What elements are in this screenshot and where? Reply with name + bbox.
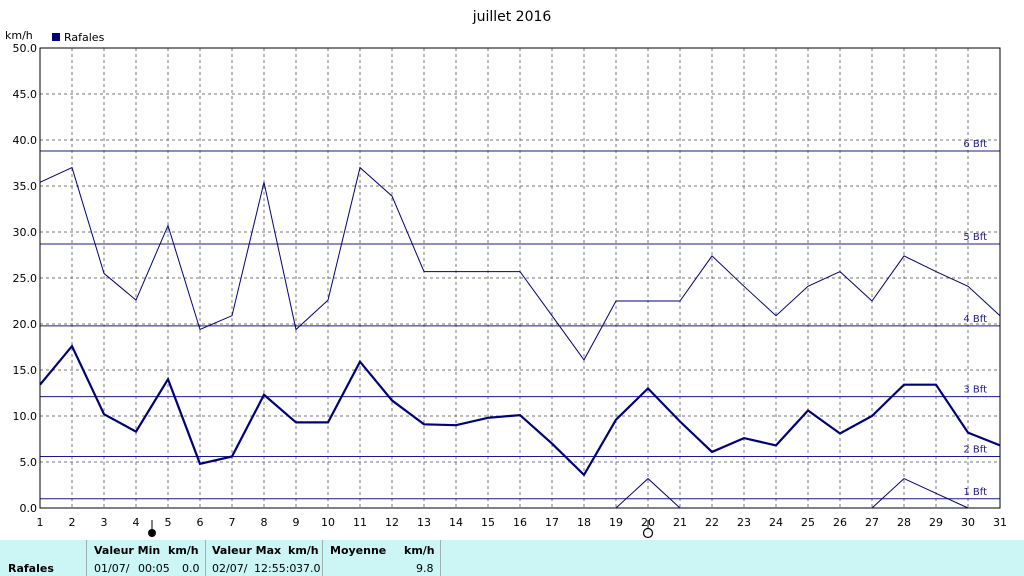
- beaufort-label: 1 Bft: [963, 487, 987, 498]
- x-tick-label: 28: [897, 516, 911, 529]
- avg-value: 9.8: [416, 562, 434, 575]
- y-tick-label: 0.0: [20, 502, 38, 515]
- x-tick-label: 12: [385, 516, 399, 529]
- x-tick-label: 5: [165, 516, 172, 529]
- beaufort-label: 2 Bft: [963, 444, 987, 455]
- y-tick-label: 45.0: [13, 88, 38, 101]
- grid-lines: [40, 48, 1000, 508]
- full-moon-icon: [642, 527, 654, 539]
- stats-divider: [322, 540, 323, 576]
- series-line-secondary: [871, 478, 969, 509]
- y-tick-label: 35.0: [13, 180, 38, 193]
- series-line-rafales: [39, 344, 1001, 477]
- max-value: 37.0: [296, 562, 321, 575]
- chart-title: juillet 2016: [472, 9, 552, 25]
- avg-unit: km/h: [404, 544, 435, 557]
- beaufort-label: 6 Bft: [963, 139, 987, 150]
- x-tick-label: 9: [293, 516, 300, 529]
- min-value: 0.0: [182, 562, 200, 575]
- x-tick-label: 23: [737, 516, 751, 529]
- x-tick-label: 3: [101, 516, 108, 529]
- y-tick-label: 50.0: [13, 42, 38, 55]
- x-tick-label: 30: [961, 516, 975, 529]
- x-tick-label: 19: [609, 516, 623, 529]
- axes: 0.0 5.0 10.0 15.0 20.0 25.0 30.0 35.0 40.0 45.0 50…: [13, 42, 1008, 529]
- x-tick-label: 29: [929, 516, 943, 529]
- moon-phase-markers: [148, 520, 654, 539]
- max-time: 12:55:0: [254, 562, 297, 575]
- series-lines: [39, 166, 1001, 509]
- x-tick-label: 15: [481, 516, 495, 529]
- beaufort-label: 3 Bft: [963, 385, 987, 396]
- avg-header: Moyenne: [330, 544, 387, 557]
- series-line-secondary: [39, 166, 1001, 361]
- y-tick-label: 25.0: [13, 272, 38, 285]
- x-tick-label: 6: [197, 516, 204, 529]
- legend-label: Rafales: [64, 31, 105, 44]
- y-tick-label: 40.0: [13, 134, 38, 147]
- stats-divider: [86, 540, 87, 576]
- max-header: Valeur Max: [212, 544, 282, 557]
- min-time: 00:05: [138, 562, 170, 575]
- x-tick-label: 25: [801, 516, 815, 529]
- x-tick-label: 4: [133, 516, 140, 529]
- x-tick-label: 18: [577, 516, 591, 529]
- x-tick-label: 7: [229, 516, 236, 529]
- series-line-secondary: [615, 477, 681, 509]
- y-tick-label: 30.0: [13, 226, 38, 239]
- x-tick-label: 8: [261, 516, 268, 529]
- x-tick-label: 17: [545, 516, 559, 529]
- y-tick-label: 20.0: [13, 318, 38, 331]
- stats-panel: Rafales Valeur Min km/h 01/07/ 00:05 0.0…: [0, 540, 1024, 576]
- stats-divider: [440, 540, 441, 576]
- x-tick-label: 13: [417, 516, 431, 529]
- y-tick-label: 15.0: [13, 364, 38, 377]
- x-tick-label: 21: [673, 516, 687, 529]
- beaufort-label: 4 Bft: [963, 314, 987, 325]
- x-tick-label: 22: [705, 516, 719, 529]
- x-tick-label: 31: [993, 516, 1007, 529]
- plot-frame: [39, 47, 1001, 509]
- min-date: 01/07/: [94, 562, 130, 575]
- x-tick-label: 14: [449, 516, 463, 529]
- min-unit: km/h: [168, 544, 199, 557]
- x-tick-label: 2: [69, 516, 76, 529]
- y-tick-label: 10.0: [13, 410, 38, 423]
- beaufort-lines: 1 Bft 2 Bft 3 Bft 4 Bft 5 Bft 6 Bft: [40, 139, 1000, 500]
- max-date: 02/07/: [212, 562, 248, 575]
- y-tick-label: 5.0: [20, 456, 38, 469]
- legend-swatch: [52, 33, 60, 41]
- x-tick-label: 27: [865, 516, 879, 529]
- x-tick-label: 11: [353, 516, 367, 529]
- min-header: Valeur Min: [94, 544, 161, 557]
- chart-area: juillet 2016 km/h Rafales 1 Bft 2 Bft 3 Bf…: [5, 9, 1008, 539]
- max-unit: km/h: [288, 544, 319, 557]
- stats-divider: [205, 540, 206, 576]
- y-axis-unit: km/h: [5, 29, 33, 42]
- stats-row-label: Rafales: [8, 562, 54, 575]
- x-tick-label: 16: [513, 516, 527, 529]
- x-tick-label: 26: [833, 516, 847, 529]
- x-tick-label: 1: [37, 516, 44, 529]
- new-moon-icon: [148, 529, 156, 537]
- x-tick-label: 24: [769, 516, 783, 529]
- x-tick-label: 10: [321, 516, 335, 529]
- beaufort-label: 5 Bft: [963, 232, 987, 243]
